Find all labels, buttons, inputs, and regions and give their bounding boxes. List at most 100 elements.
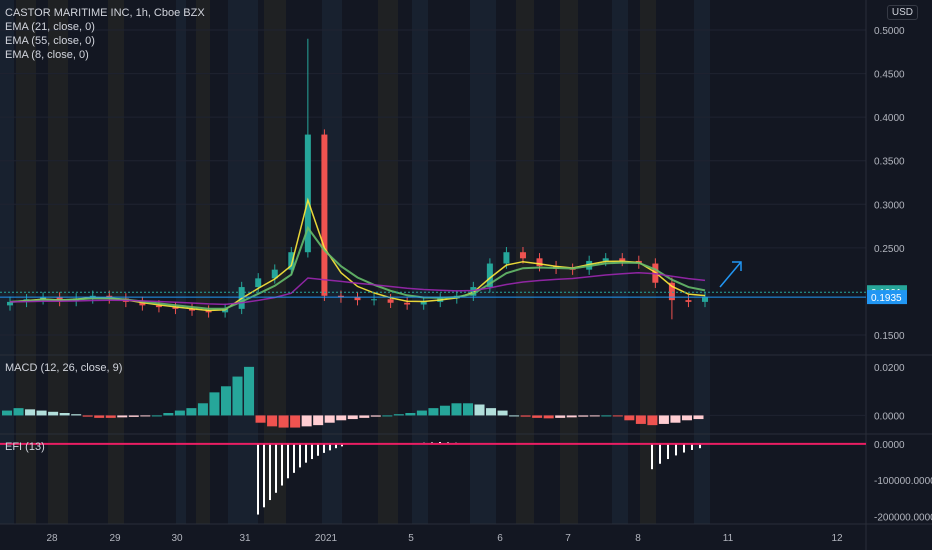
candle-body <box>304 134 311 253</box>
session-stripe <box>560 0 578 524</box>
x-tick-label: 31 <box>239 533 251 544</box>
candle-body <box>189 308 196 311</box>
macd-histogram-bar <box>209 392 220 416</box>
x-tick-label: 7 <box>565 533 571 544</box>
candle-body <box>7 301 13 306</box>
price-tag <box>867 290 907 305</box>
session-stripe <box>196 0 210 524</box>
price-tag-label: 0.1935 <box>871 293 902 304</box>
macd-histogram-bar <box>71 414 82 416</box>
macd-histogram-bar <box>589 415 600 417</box>
candle-body <box>685 300 692 302</box>
session-stripe <box>640 0 656 524</box>
macd-histogram-bar <box>647 415 658 426</box>
session-stripe <box>228 0 258 524</box>
efi-legend: EFI (13) <box>5 441 45 453</box>
macd-histogram-bar <box>555 415 566 418</box>
macd-histogram-bar <box>670 415 681 423</box>
candle-body <box>139 301 146 306</box>
session-stripe <box>412 0 428 524</box>
macd-histogram-bar <box>313 415 324 426</box>
y-tick-label: 0.1500 <box>874 331 905 342</box>
macd-histogram-bar <box>267 415 278 427</box>
macd-histogram-bar <box>451 403 462 416</box>
macd-histogram-bar <box>439 405 450 416</box>
macd-histogram-bar <box>520 415 531 417</box>
macd-histogram-bar <box>59 413 70 416</box>
macd-histogram-bar <box>151 415 162 417</box>
ema21-legend: EMA (21, close, 0) <box>5 21 95 33</box>
macd-histogram-bar <box>117 415 128 418</box>
y-tick-label: 0.4000 <box>874 113 905 124</box>
session-stripe <box>322 0 342 524</box>
macd-histogram-bar <box>128 415 139 417</box>
macd-histogram-bar <box>244 366 255 416</box>
macd-histogram-bar <box>36 410 47 416</box>
macd-histogram-bar <box>509 415 520 417</box>
macd-histogram-bar <box>186 408 197 416</box>
session-stripe <box>16 0 36 524</box>
macd-histogram-bar <box>82 415 93 417</box>
candle-body <box>470 287 477 296</box>
candle-body <box>486 263 493 288</box>
x-tick-label: 6 <box>497 533 503 544</box>
macd-histogram-bar <box>428 408 439 416</box>
x-tick-label: 11 <box>723 533 734 544</box>
candle-body <box>371 299 378 301</box>
candle-body <box>255 278 262 288</box>
macd-histogram-bar <box>497 410 508 416</box>
candle-body <box>155 305 162 308</box>
currency-button[interactable]: USD <box>886 5 918 20</box>
macd-histogram-bar <box>220 386 231 416</box>
macd-histogram-bar <box>681 415 692 421</box>
macd-histogram-bar <box>474 404 485 416</box>
x-tick-label: 29 <box>109 533 121 544</box>
macd-histogram-bar <box>624 415 635 421</box>
macd-histogram-bar <box>601 415 612 417</box>
macd-histogram-bar <box>543 415 554 419</box>
candle-body <box>172 307 179 309</box>
macd-histogram-bar <box>163 413 174 416</box>
macd-histogram-bar <box>486 408 497 416</box>
x-tick-label: 8 <box>635 533 641 544</box>
macd-y-tick-label: 0.0000 <box>874 411 905 422</box>
y-tick-label: 0.3500 <box>874 157 905 168</box>
macd-histogram-bar <box>140 415 151 417</box>
candle-body <box>668 282 675 301</box>
macd-histogram-bar <box>382 415 393 417</box>
ema8-legend: EMA (8, close, 0) <box>5 49 89 61</box>
candle-body <box>519 252 526 259</box>
candle-body <box>321 134 328 296</box>
efi-y-tick-label: 0.0000 <box>874 440 905 451</box>
candle-body <box>205 310 212 313</box>
candle-body <box>536 258 543 267</box>
candle-body <box>404 302 411 305</box>
candle-body <box>354 297 361 301</box>
candle-body <box>222 308 229 313</box>
macd-histogram-bar <box>2 410 13 416</box>
x-tick-label: 30 <box>171 533 183 544</box>
trend-arrow-head <box>732 261 742 271</box>
y-tick-label: 0.3000 <box>874 200 905 211</box>
candle-body <box>420 301 427 305</box>
ema55-line <box>9 271 706 306</box>
macd-histogram-bar <box>197 403 208 416</box>
session-stripe <box>48 0 68 524</box>
session-stripe <box>176 0 186 524</box>
macd-histogram-bar <box>578 415 589 417</box>
macd-histogram-bar <box>532 415 543 418</box>
macd-histogram-bar <box>324 415 335 423</box>
candle-body <box>619 258 626 261</box>
y-tick-label: 0.4500 <box>874 70 905 81</box>
candle-body <box>271 269 278 279</box>
x-tick-label: 28 <box>46 533 58 544</box>
session-stripe <box>378 0 398 524</box>
macd-histogram-bar <box>301 415 312 427</box>
macd-histogram-bar <box>635 415 646 424</box>
macd-histogram-bar <box>278 415 289 428</box>
macd-legend: MACD (12, 26, close, 9) <box>5 362 123 374</box>
macd-histogram-bar <box>347 415 358 420</box>
candle-body <box>387 299 394 303</box>
macd-histogram-bar <box>232 376 243 416</box>
